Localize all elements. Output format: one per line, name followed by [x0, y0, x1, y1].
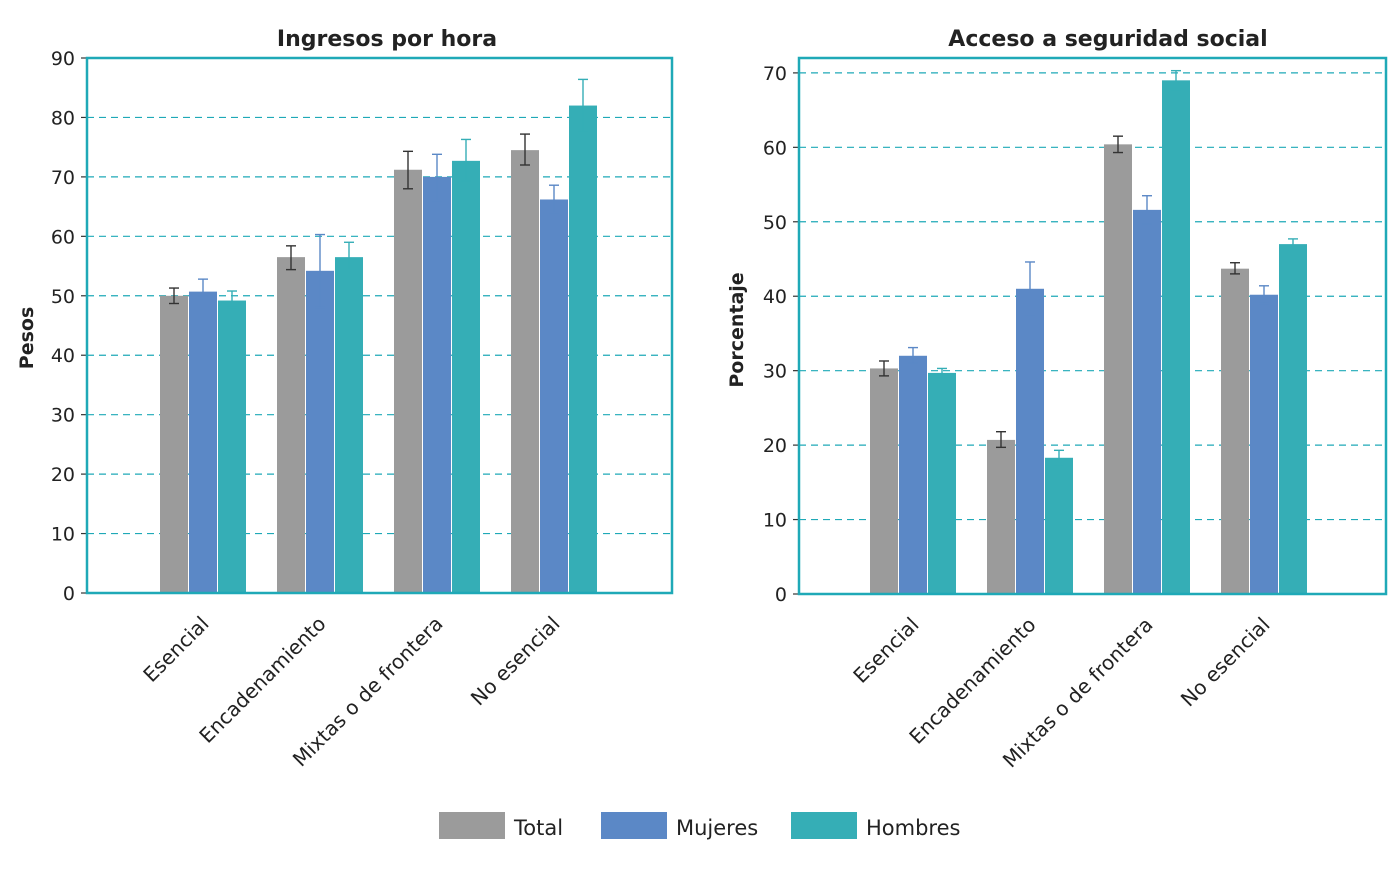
y-tick-label: 70	[763, 63, 787, 85]
plot-frame	[797, 56, 1388, 596]
chart-panel-seguridad-social: Acceso a seguridad social Porcentaje 0 10…	[726, 27, 1388, 772]
bar-total-mixtas-o-de-frontera	[1104, 144, 1132, 594]
y-tick-label: 90	[51, 48, 75, 70]
bar-total-mixtas-o-de-frontera	[394, 169, 422, 593]
bar-total-no-esencial	[511, 150, 539, 593]
bar-total-esencial	[870, 368, 898, 594]
y-tick-label: 30	[763, 361, 787, 383]
y-axis-label: Porcentaje	[726, 272, 748, 387]
x-tick-label-encadenamiento: Encadenamiento	[904, 613, 1040, 749]
legend: Total Mujeres Hombres	[439, 812, 960, 840]
y-tick-label: 10	[763, 510, 787, 532]
bar-hombres-encadenamiento	[335, 257, 363, 593]
chart-panel-ingresos: Ingresos por hora Pesos 0 10 20 30 40 50 60 70 8…	[16, 27, 674, 771]
y-tick-label: 60	[51, 226, 75, 248]
x-tick-label-no-esencial: No esencial	[466, 612, 565, 711]
x-tick-label-encadenamiento: Encadenamiento	[194, 612, 330, 748]
legend-label-mujeres: Mujeres	[676, 816, 758, 840]
bar-mujeres-mixtas-o-de-frontera	[423, 176, 451, 593]
y-tick-label: 0	[63, 583, 75, 605]
y-tick-label: 60	[763, 137, 787, 159]
legend-swatch-hombres	[791, 812, 857, 839]
x-tick-label-no-esencial: No esencial	[1176, 613, 1275, 712]
y-tick-label: 20	[763, 435, 787, 457]
bar-total-esencial	[160, 295, 188, 593]
y-axis-label: Pesos	[16, 307, 38, 369]
plot-frame	[85, 56, 674, 595]
bar-total-no-esencial	[1221, 268, 1249, 594]
bar-hombres-mixtas-o-de-frontera	[452, 160, 480, 594]
bar-mujeres-encadenamiento	[1016, 288, 1044, 594]
bar-hombres-esencial	[218, 300, 246, 593]
legend-label-total: Total	[513, 816, 563, 840]
y-tick-label: 40	[51, 345, 75, 367]
bar-hombres-mixtas-o-de-frontera	[1162, 80, 1190, 595]
chart-title: Acceso a seguridad social	[948, 27, 1267, 52]
x-tick-label-esencial: Esencial	[848, 613, 923, 688]
bar-hombres-no-esencial	[1279, 244, 1307, 594]
bar-mujeres-mixtas-o-de-frontera	[1133, 209, 1161, 594]
bar-mujeres-esencial	[899, 355, 927, 594]
bar-mujeres-no-esencial	[1250, 294, 1278, 594]
y-tick-label: 40	[763, 286, 787, 308]
bar-mujeres-encadenamiento	[306, 270, 334, 593]
legend-label-hombres: Hombres	[866, 816, 960, 840]
bar-hombres-encadenamiento	[1045, 457, 1073, 594]
y-tick-label: 50	[763, 212, 787, 234]
bar-hombres-esencial	[928, 372, 956, 594]
bar-total-encadenamiento	[987, 439, 1015, 594]
bar-mujeres-esencial	[189, 291, 217, 593]
x-tick-label-esencial: Esencial	[138, 612, 213, 687]
y-tick-label: 80	[51, 107, 75, 129]
legend-swatch-total	[439, 812, 505, 839]
y-tick-label: 30	[51, 405, 75, 427]
y-tick-label: 20	[51, 464, 75, 486]
y-tick-label: 50	[51, 286, 75, 308]
bar-total-encadenamiento	[277, 257, 305, 593]
bar-mujeres-no-esencial	[540, 199, 568, 593]
chart-title: Ingresos por hora	[277, 27, 497, 52]
y-tick-label: 10	[51, 524, 75, 546]
y-tick-label: 0	[775, 584, 787, 606]
legend-swatch-mujeres	[601, 812, 667, 839]
y-tick-label: 70	[51, 167, 75, 189]
bar-hombres-no-esencial	[569, 105, 597, 594]
